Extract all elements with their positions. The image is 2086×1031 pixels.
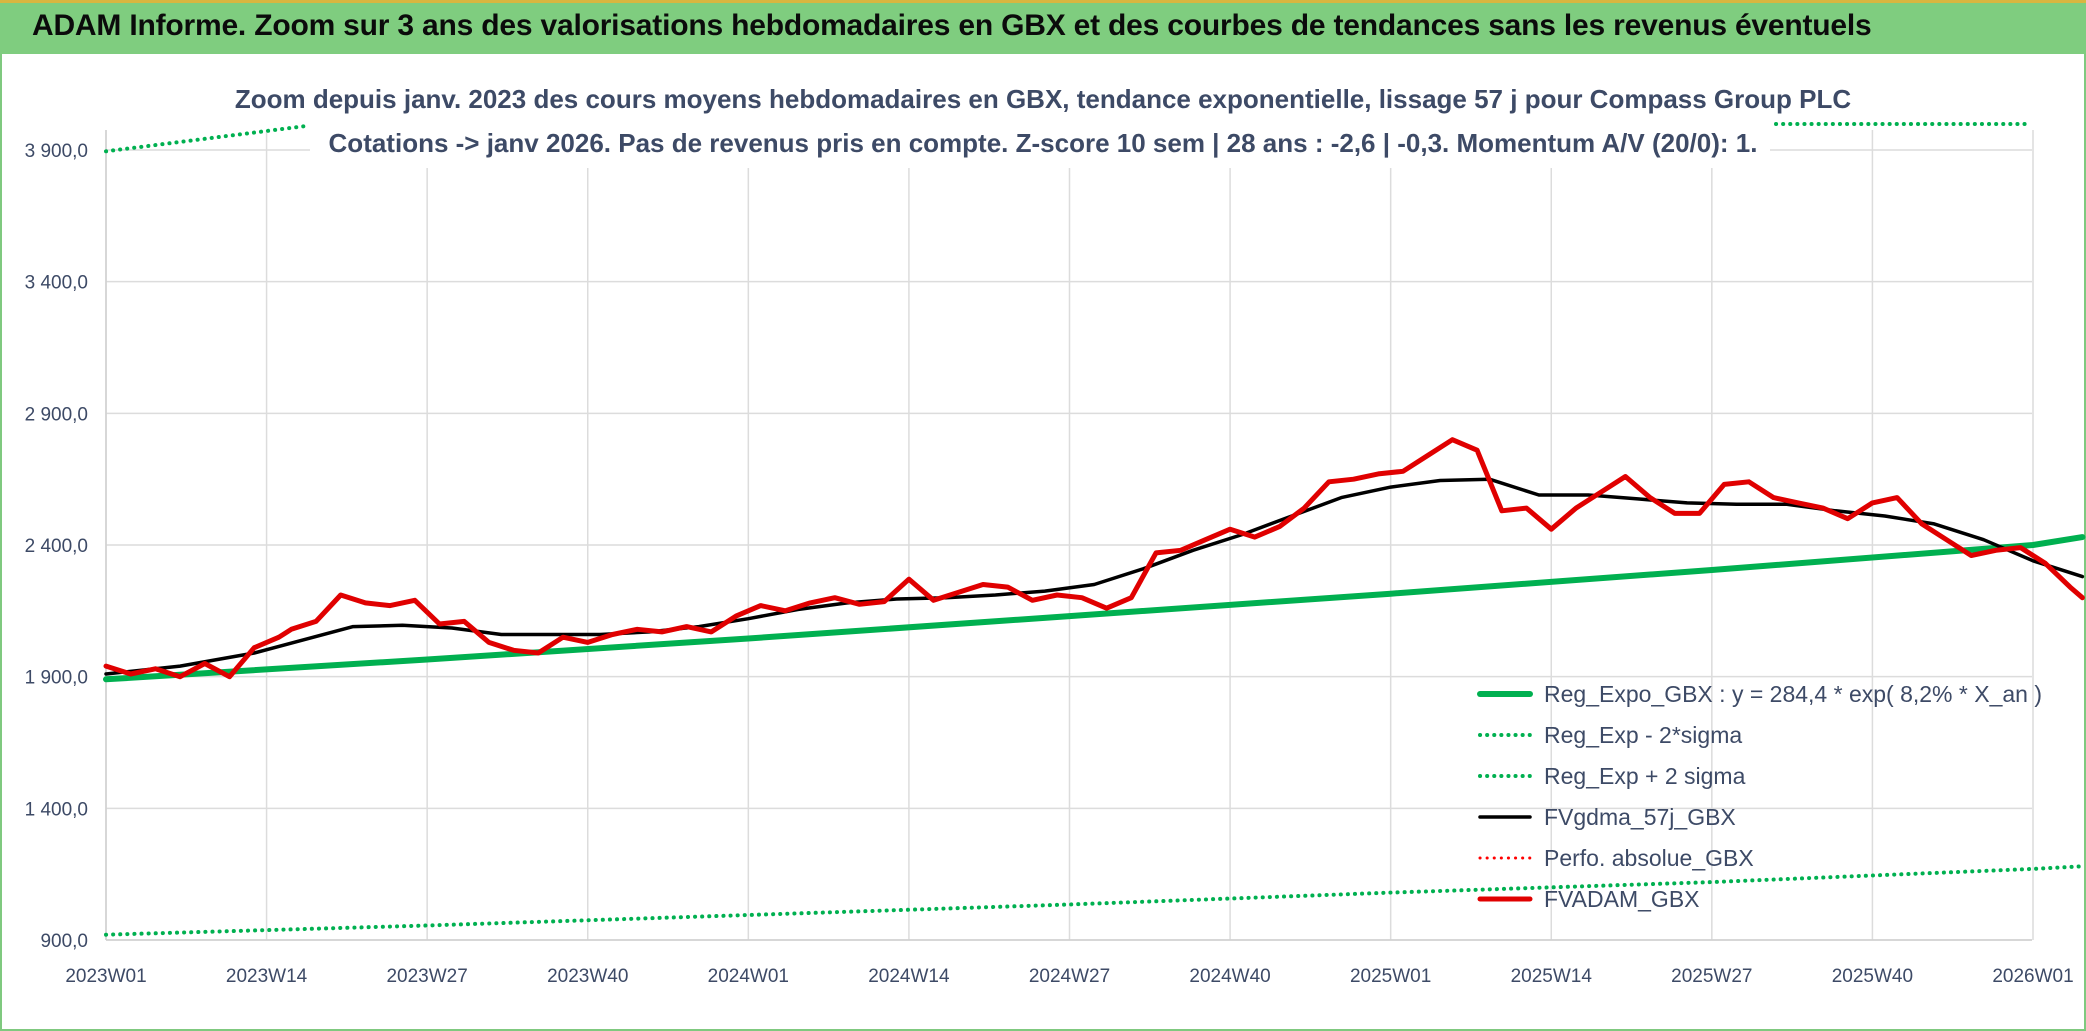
chart-title-line-2: Cotations -> janv 2026. Pas de revenus p…	[328, 128, 1758, 158]
x-tick-label: 2024W27	[1029, 966, 1110, 987]
chart-title-box	[310, 76, 1770, 168]
chart-title-line-1: Zoom depuis janv. 2023 des cours moyens …	[234, 84, 1852, 114]
series-line-5	[103, 437, 2085, 680]
header-banner: ADAM Informe. Zoom sur 3 ans des valoris…	[0, 0, 2086, 54]
y-axis-ticks: 900,0 1 400,0 1 900,0 2 400,0 2 900,0 3 400,0…	[25, 141, 88, 952]
x-tick-label: 2025W27	[1671, 966, 1752, 987]
x-axis-ticks: 2023W01 2023W14 2023W27 2023W40 2024W01 2024W…	[65, 966, 2073, 987]
x-tick-label: 2024W40	[1189, 966, 1270, 987]
page-title: ADAM Informe. Zoom sur 3 ans des valoris…	[32, 9, 1872, 42]
x-tick-label: 2026W01	[1992, 966, 2073, 987]
chart-grid	[105, 130, 2034, 941]
x-tick-label: 2023W14	[226, 966, 308, 987]
series-line-0	[103, 534, 2086, 683]
x-tick-label: 2023W01	[65, 966, 146, 987]
series-line-3	[104, 477, 2085, 676]
x-tick-label: 2023W40	[547, 966, 628, 987]
x-tick-label: 2024W01	[708, 966, 789, 987]
y-tick-label: 1 400,0	[25, 799, 88, 820]
x-tick-label: 2025W14	[1511, 966, 1593, 987]
x-tick-label: 2024W14	[868, 966, 950, 987]
y-tick-label: 2 900,0	[25, 404, 88, 425]
x-tick-label: 2023W27	[386, 966, 467, 987]
y-tick-label: 3 400,0	[25, 273, 88, 294]
y-tick-label: 900,0	[40, 931, 88, 952]
x-tick-label: 2025W40	[1832, 966, 1913, 987]
x-tick-label: 2025W01	[1350, 966, 1431, 987]
series-line-1	[104, 864, 2085, 937]
y-tick-label: 3 900,0	[25, 141, 88, 162]
y-tick-label: 1 900,0	[25, 668, 88, 689]
chart-series	[103, 122, 2086, 937]
series-line-2	[104, 124, 306, 154]
y-tick-label: 2 400,0	[25, 536, 88, 557]
